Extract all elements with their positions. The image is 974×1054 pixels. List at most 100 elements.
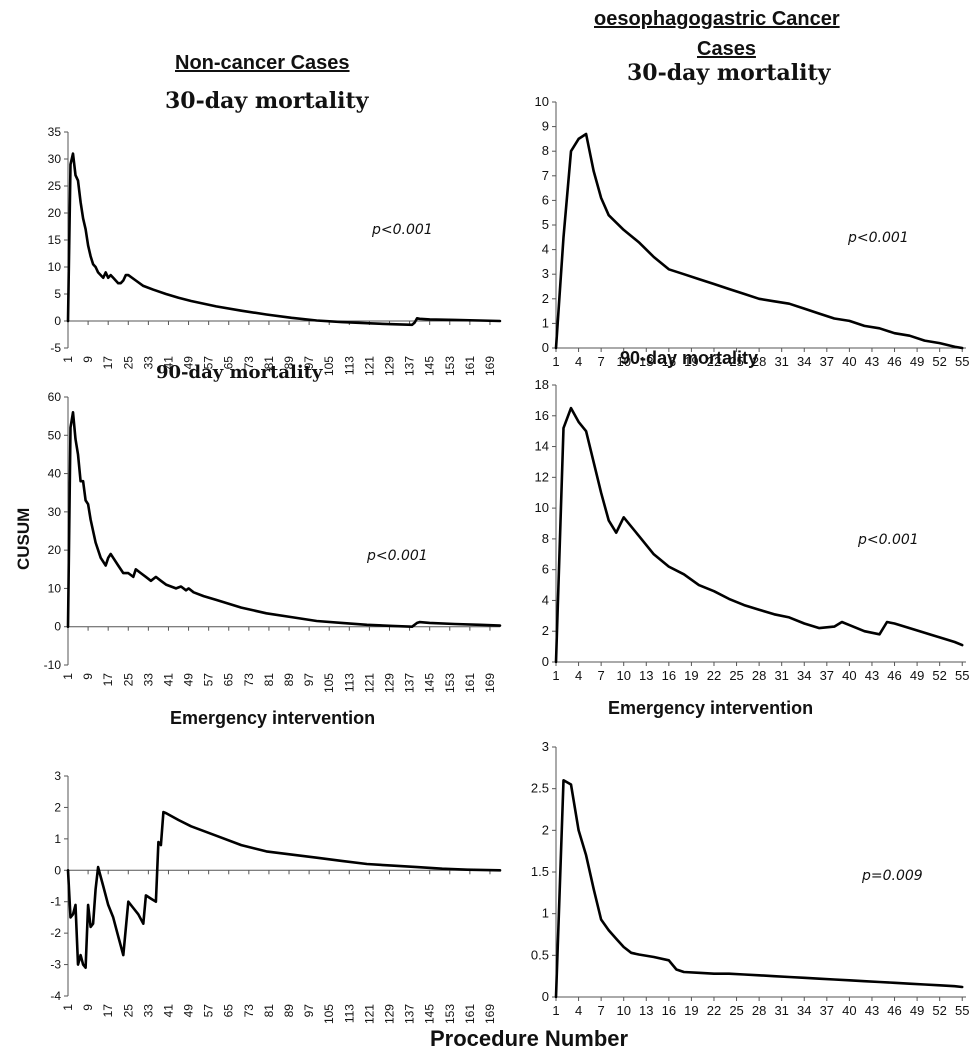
y-tick-label-ncemg: 1 — [54, 832, 61, 846]
x-tick-label-ocemg: 49 — [910, 1003, 924, 1018]
x-tick-label-nc90: 33 — [141, 673, 155, 687]
x-tick-label-nc30: 145 — [423, 356, 437, 376]
title-noncancer-emergency: Emergency intervention — [170, 708, 376, 728]
y-tick-label-ncemg: 2 — [54, 800, 61, 814]
y-tick-label-oc90: 12 — [535, 469, 549, 484]
x-tick-label-ocemg: 25 — [729, 1003, 743, 1018]
x-tick-label-nc30: 33 — [141, 356, 155, 370]
x-tick-label-ncemg: 121 — [362, 1004, 376, 1024]
y-tick-label-nc90: -10 — [44, 658, 62, 672]
x-tick-label-nc30: 65 — [222, 356, 236, 370]
x-tick-label-oc90: 7 — [598, 668, 605, 683]
x-tick-label-nc90: 17 — [101, 673, 115, 687]
shared-x-axis-label: Procedure Number — [430, 1026, 629, 1051]
x-tick-label-nc90: 1 — [61, 673, 75, 680]
x-tick-label-ncemg: 49 — [182, 1004, 196, 1018]
x-tick-label-ncemg: 113 — [342, 1004, 356, 1023]
y-tick-label-oc90: 18 — [535, 377, 549, 392]
x-tick-label-nc90: 49 — [182, 673, 196, 687]
x-tick-label-ocemg: 28 — [752, 1003, 766, 1018]
x-tick-label-nc90: 121 — [362, 673, 376, 693]
pvalue-noncancer-30day: p<0.001 — [372, 222, 433, 238]
y-tick-label-ocemg: 3 — [542, 739, 549, 754]
series-line-oc30-0 — [554, 132, 964, 350]
x-tick-label-nc30: 169 — [483, 356, 497, 376]
x-tick-label-nc30: 9 — [81, 356, 95, 363]
y-tick-label-nc30: 30 — [48, 152, 62, 166]
x-tick-label-ocemg: 46 — [887, 1003, 901, 1018]
x-tick-label-nc30: 129 — [382, 356, 396, 376]
x-tick-label-oc90: 19 — [684, 668, 698, 683]
x-tick-label-oc90: 28 — [752, 668, 766, 683]
x-tick-label-ncemg: 73 — [242, 1004, 256, 1018]
x-tick-label-oc30: 10 — [616, 354, 630, 369]
series-line-nc30-0 — [66, 152, 502, 327]
x-tick-label-oc30: 40 — [842, 354, 856, 369]
x-tick-label-ocemg: 10 — [616, 1003, 630, 1018]
x-tick-label-ocemg: 40 — [842, 1003, 856, 1018]
y-tick-label-nc90: 40 — [48, 467, 62, 481]
x-tick-label-ncemg: 97 — [302, 1004, 316, 1018]
x-tick-label-oc30: 25 — [729, 354, 743, 369]
x-tick-label-oc90: 43 — [865, 668, 879, 683]
y-tick-label-ncemg: 0 — [54, 863, 61, 877]
x-tick-label-nc30: 153 — [443, 356, 457, 376]
x-tick-label-oc90: 13 — [639, 668, 653, 683]
x-tick-label-ocemg: 52 — [932, 1003, 946, 1018]
x-tick-label-nc30: 161 — [463, 356, 477, 376]
x-tick-label-ncemg: 41 — [161, 1004, 175, 1018]
y-tick-label-ncemg: -2 — [50, 926, 61, 940]
x-tick-label-nc30: 17 — [101, 356, 115, 370]
x-tick-label-ncemg: 33 — [141, 1004, 155, 1018]
x-tick-label-ncemg: 161 — [463, 1004, 477, 1024]
x-tick-label-oc90: 10 — [616, 668, 630, 683]
y-tick-label-oc30: 10 — [535, 94, 549, 109]
y-tick-label-oc90: 10 — [535, 500, 549, 515]
x-tick-label-ncemg: 105 — [322, 1004, 336, 1024]
x-tick-label-ocemg: 1 — [552, 1003, 559, 1018]
y-tick-label-ocemg: 2.5 — [531, 781, 549, 796]
x-tick-label-nc30: 97 — [302, 356, 316, 370]
series-line-ncemg-0 — [66, 810, 502, 970]
x-tick-label-ocemg: 13 — [639, 1003, 653, 1018]
x-tick-label-ocemg: 19 — [684, 1003, 698, 1018]
y-tick-label-ncemg: 3 — [54, 769, 61, 783]
x-tick-label-oc30: 34 — [797, 354, 811, 369]
x-tick-label-ncemg: 57 — [202, 1004, 216, 1018]
y-tick-label-nc30: 10 — [48, 260, 62, 274]
y-tick-label-oc30: 2 — [542, 291, 549, 306]
y-tick-label-oc30: 8 — [542, 143, 549, 158]
x-tick-label-oc30: 13 — [639, 354, 653, 369]
x-tick-label-ocemg: 16 — [662, 1003, 676, 1018]
x-tick-label-oc90: 40 — [842, 668, 856, 683]
x-tick-label-ocemg: 43 — [865, 1003, 879, 1018]
x-tick-label-ocemg: 4 — [575, 1003, 582, 1018]
x-tick-label-ocemg: 34 — [797, 1003, 811, 1018]
x-tick-label-nc90: 97 — [302, 673, 316, 687]
x-tick-label-ocemg: 37 — [820, 1003, 834, 1018]
x-tick-label-oc30: 28 — [752, 354, 766, 369]
x-tick-label-ocemg: 31 — [774, 1003, 788, 1018]
series-line-nc90-0 — [66, 410, 502, 629]
y-tick-label-oc90: 16 — [535, 408, 549, 423]
x-tick-label-ncemg: 1 — [61, 1004, 75, 1011]
y-tick-label-oc30: 5 — [542, 217, 549, 232]
x-tick-label-oc30: 37 — [820, 354, 834, 369]
y-tick-label-nc30: -5 — [50, 341, 61, 355]
x-tick-label-oc30: 4 — [575, 354, 582, 369]
y-tick-label-ncemg: -3 — [50, 958, 61, 972]
x-tick-label-nc90: 65 — [222, 673, 236, 687]
y-tick-label-nc30: 5 — [54, 287, 61, 301]
x-tick-label-ncemg: 17 — [101, 1004, 115, 1018]
x-tick-label-nc90: 145 — [423, 673, 437, 693]
x-tick-label-oc30: 49 — [910, 354, 924, 369]
x-tick-label-ocemg: 22 — [707, 1003, 721, 1018]
x-tick-label-oc90: 52 — [932, 668, 946, 683]
x-tick-label-oc90: 34 — [797, 668, 811, 683]
x-tick-label-oc90: 37 — [820, 668, 834, 683]
x-tick-label-oc30: 43 — [865, 354, 879, 369]
x-tick-label-nc30: 49 — [182, 356, 196, 370]
